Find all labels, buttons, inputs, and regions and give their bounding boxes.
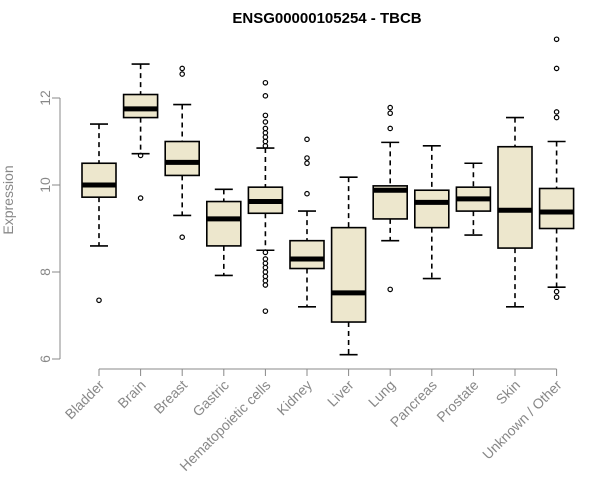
- outlier-point: [262, 138, 269, 145]
- outlier-point: [387, 104, 394, 111]
- box-prostate: [455, 162, 492, 236]
- outlier-point: [553, 114, 560, 121]
- chart-title: ENSG00000105254 - TBCB: [232, 10, 421, 27]
- outlier-point: [262, 93, 269, 99]
- outlier-point: [262, 282, 269, 288]
- outlier-point: [262, 256, 269, 262]
- outlier-point: [262, 79, 269, 86]
- y-tick-label: 12: [37, 90, 53, 106]
- outlier-point: [179, 71, 186, 77]
- outlier-point: [262, 125, 269, 132]
- outlier-point: [387, 110, 394, 117]
- box-liver: [330, 176, 367, 356]
- outlier-point: [262, 273, 269, 280]
- box-breast: [164, 65, 200, 241]
- y-axis: 6 8 10 12: [37, 90, 61, 363]
- x-tick-label: Unknown / Other: [479, 377, 565, 463]
- iqr-box: [122, 93, 159, 119]
- box-unknown-other: [538, 36, 575, 301]
- outlier-point: [553, 294, 560, 301]
- outlier-point: [262, 308, 269, 314]
- outlier-point: [262, 112, 269, 119]
- outlier-point: [262, 277, 269, 284]
- box-bladder: [81, 123, 117, 304]
- iqr-box: [330, 226, 367, 323]
- outlier-point: [304, 155, 310, 161]
- x-tick-label: Brain: [114, 377, 148, 411]
- iqr-box: [164, 140, 200, 177]
- iqr-box: [289, 239, 325, 270]
- x-tick-label: Bladder: [62, 377, 108, 423]
- box-pancreas: [413, 145, 450, 280]
- outlier-point: [304, 160, 310, 167]
- box-brain: [122, 63, 159, 201]
- box-skin: [497, 116, 533, 308]
- outlier-point: [304, 190, 310, 197]
- outlier-point: [262, 264, 269, 271]
- x-tick-label: Liver: [324, 377, 357, 410]
- outlier-point: [137, 152, 144, 159]
- outlier-point: [262, 269, 269, 275]
- x-tick-label: Lung: [365, 377, 398, 410]
- y-tick-label: 6: [37, 355, 53, 363]
- box-kidney: [289, 136, 325, 308]
- y-tick-label: 8: [37, 268, 53, 276]
- outlier-point: [262, 249, 269, 256]
- outlier-point: [179, 234, 186, 241]
- outlier-point: [262, 119, 269, 125]
- box-hematopoietic-cells: [247, 79, 284, 314]
- outlier-point: [96, 297, 102, 304]
- iqr-box: [497, 145, 533, 249]
- y-axis-label: Expression: [0, 165, 16, 234]
- outlier-point: [553, 288, 560, 295]
- outlier-point: [553, 65, 560, 72]
- outlier-point: [179, 65, 186, 72]
- x-tick-label: Skin: [493, 377, 524, 408]
- boxes-group: [81, 36, 575, 356]
- outlier-point: [262, 134, 269, 140]
- x-tick-label: Breast: [150, 377, 190, 417]
- box-lung: [372, 104, 409, 293]
- iqr-box: [538, 187, 575, 230]
- outlier-point: [137, 195, 144, 201]
- box-gastric: [206, 188, 242, 277]
- outlier-point: [262, 260, 269, 267]
- y-tick-label: 10: [37, 177, 53, 193]
- outlier-point: [387, 125, 394, 132]
- iqr-box: [81, 162, 117, 198]
- outlier-point: [304, 136, 310, 143]
- outlier-point: [262, 130, 269, 136]
- outlier-point: [553, 109, 560, 115]
- x-tick-label: Prostate: [433, 377, 481, 425]
- outlier-point: [553, 36, 560, 43]
- iqr-box: [206, 200, 242, 247]
- outlier-point: [387, 286, 394, 293]
- iqr-box: [413, 189, 450, 229]
- x-tick-label: Kidney: [274, 377, 316, 419]
